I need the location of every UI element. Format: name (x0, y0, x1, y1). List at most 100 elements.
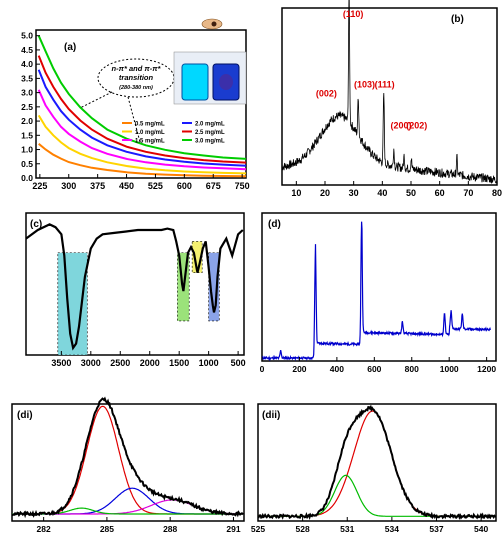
x-tick-label: 1200 (477, 364, 496, 374)
x-tick-label: 3500 (51, 358, 71, 368)
panel-label: (b) (451, 14, 464, 25)
x-tick-label: 291 (226, 524, 240, 534)
panel-d-xps-survey-chart: 0 200 400 600 800 1000 1200 (d) (260, 212, 497, 374)
panel-label: (di) (17, 410, 33, 421)
vial-uv-glow (219, 74, 233, 90)
panel-d-frame (261, 212, 497, 362)
annotation-text: transition (119, 73, 154, 82)
legend-label: 0.5 mg/mL (135, 122, 165, 128)
x-tick-label: 675 (206, 181, 221, 191)
y-tick-label: 4.5 (21, 45, 33, 55)
y-tick-label: 2.0 (21, 116, 33, 126)
legend-label: 2.5 mg/mL (195, 130, 225, 136)
panel-a-absorbance-chart: 225 300 375 450 525 600 675 750 0.0 0.5 1.0 1.5 2.0 2… (21, 18, 250, 191)
panel-c-frame (25, 212, 245, 356)
x-tick-label: 1000 (199, 358, 219, 368)
x-tick-label: 525 (148, 181, 163, 191)
x-tick-label: 2500 (110, 358, 130, 368)
panel-b-frame (281, 7, 498, 186)
panel-b-xrd-chart: 10 20 30 40 50 60 70 80 (b) (002) (110) (103) (111) (… (281, 0, 502, 198)
x-tick-label: 450 (119, 181, 134, 191)
legend-label: 1.5 mg/mL (135, 139, 165, 145)
peak-label: (103) (354, 80, 375, 90)
panel-label: (dii) (262, 410, 280, 421)
panel-dii-frame (257, 403, 497, 522)
panel-c-ftir-chart: 3500 3000 2500 2000 1500 1000 500 (c) (25, 212, 246, 368)
panel-di-c1s-chart: 282 285 288 291 (di) (11, 396, 245, 534)
x-tick-label: 375 (90, 181, 105, 191)
panel-label: (a) (64, 42, 76, 53)
y-tick-label: 2.5 (21, 102, 33, 112)
x-tick-label: 225 (32, 181, 47, 191)
x-tick-label: 2000 (140, 358, 160, 368)
x-tick-label: 285 (100, 524, 114, 534)
series-line-3-0-mg-mL (37, 35, 247, 160)
x-tick-label: 1000 (440, 364, 459, 374)
component-peak-O1 (258, 410, 496, 517)
xps-survey-line (261, 221, 491, 362)
x-tick-label: 80 (492, 188, 502, 198)
highlight-box (191, 241, 203, 273)
xrd-pattern-line (281, 0, 498, 184)
x-tick-label: 0 (260, 364, 265, 374)
y-tick-label: 1.0 (21, 145, 33, 155)
component-peak-O2 (258, 474, 496, 517)
vial-visible-light (181, 63, 209, 101)
x-tick-label: 750 (235, 181, 250, 191)
x-tick-label: 525 (251, 524, 265, 534)
annotation-arrow (79, 91, 113, 109)
ftir-spectrum-line (25, 223, 244, 351)
series-line-1-5-mg-mL (37, 89, 247, 171)
x-tick-label: 200 (292, 364, 306, 374)
peak-label: (002) (316, 89, 337, 99)
panel-label: (d) (268, 219, 281, 230)
x-tick-label: 534 (385, 524, 399, 534)
x-tick-label: 400 (330, 364, 344, 374)
x-tick-label: 3000 (81, 358, 101, 368)
x-tick-label: 528 (296, 524, 310, 534)
highlight-box (208, 252, 220, 322)
legend-label: 1.0 mg/mL (135, 130, 165, 136)
y-tick-label: 4.0 (21, 59, 33, 69)
x-tick-label: 10 (291, 188, 301, 198)
y-tick-label: 0.5 (21, 159, 33, 169)
panel-dii-o1s-chart: 525 528 531 534 537 540 (dii) (251, 403, 497, 534)
peak-label: (110) (343, 9, 364, 19)
annotation-text: n-π* and π-π* (112, 64, 162, 73)
eye-pupil-icon (211, 21, 217, 27)
series-line-0-5-mg-mL (38, 143, 247, 178)
x-tick-label: 60 (435, 188, 445, 198)
x-tick-label: 600 (367, 364, 381, 374)
component-peak-C-O (12, 499, 244, 515)
x-tick-label: 288 (163, 524, 177, 534)
measured-spectrum-line (257, 404, 497, 521)
x-tick-label: 540 (474, 524, 488, 534)
y-tick-label: 0.0 (21, 173, 33, 183)
x-tick-label: 500 (231, 358, 246, 368)
series-line-2-0-mg-mL (37, 69, 247, 167)
peak-label: (200) (390, 120, 411, 130)
x-tick-label: 282 (37, 524, 51, 534)
panel-di-frame (11, 403, 245, 522)
component-peak-C-C (12, 405, 244, 515)
y-tick-label: 1.5 (21, 130, 33, 140)
annotation-text: (280-380 nm) (119, 85, 153, 91)
x-tick-label: 20 (320, 188, 330, 198)
x-tick-label: 531 (340, 524, 354, 534)
x-tick-label: 30 (349, 188, 359, 198)
legend-label: 2.0 mg/mL (195, 122, 225, 128)
x-tick-label: 537 (429, 524, 443, 534)
panel-label: (c) (30, 219, 42, 230)
x-tick-label: 600 (177, 181, 192, 191)
x-tick-label: 800 (405, 364, 419, 374)
x-tick-label: 300 (61, 181, 76, 191)
x-tick-label: 1500 (169, 358, 189, 368)
x-tick-label: 50 (406, 188, 416, 198)
legend-label: 3.0 mg/mL (195, 139, 225, 145)
y-tick-label: 5.0 (21, 31, 33, 41)
x-tick-label: 40 (377, 188, 387, 198)
series-line-2-5-mg-mL (37, 55, 247, 164)
y-tick-label: 3.0 (21, 88, 33, 98)
highlight-box (57, 252, 88, 356)
